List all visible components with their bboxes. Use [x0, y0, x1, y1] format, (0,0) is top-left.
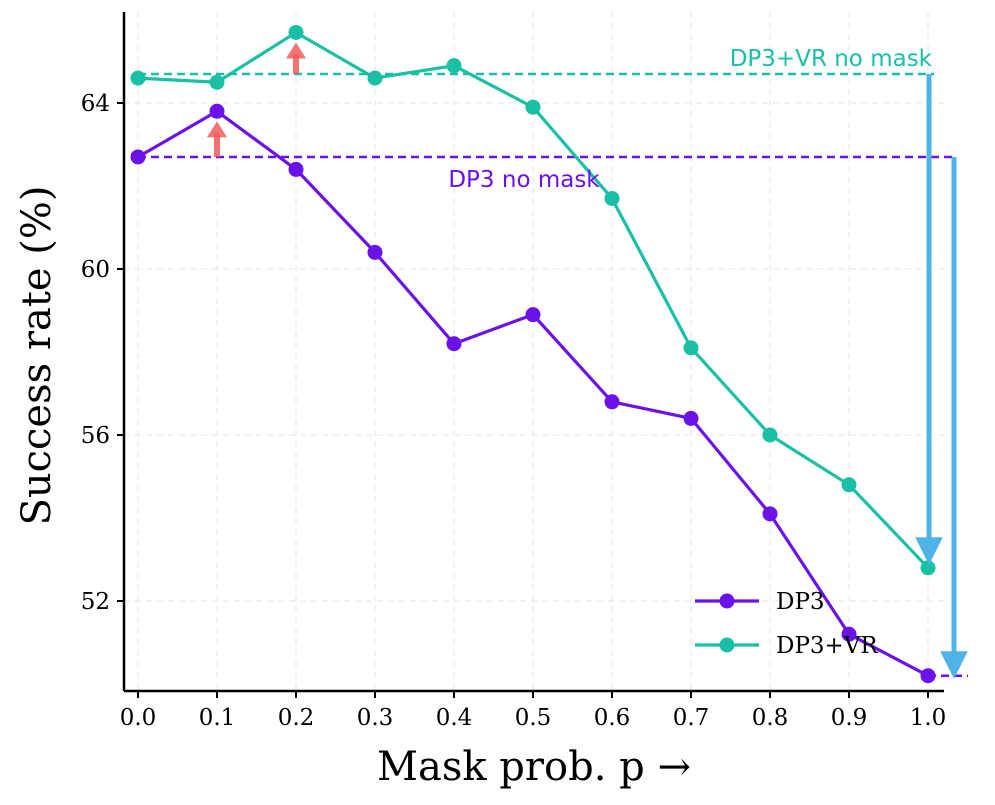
x-tick-label-5: 0.5	[515, 705, 552, 731]
y-axis-label: Success rate (%)	[14, 185, 60, 525]
legend-marker-dp3	[719, 593, 735, 609]
data-point-dp3-7	[683, 410, 699, 426]
data-point-dp3-vr-5	[525, 99, 541, 115]
data-point-dp3-vr-6	[604, 190, 620, 206]
x-tick-label-8: 0.8	[752, 705, 789, 731]
data-point-dp3-5	[525, 307, 541, 323]
data-point-dp3-2	[288, 161, 304, 177]
legend-marker-dp3-vr	[719, 637, 735, 653]
data-point-dp3-vr-4	[446, 58, 462, 74]
x-axis-label: Mask prob. p →	[377, 744, 691, 790]
data-point-dp3-9	[841, 626, 857, 642]
dp3-no-mask-label: DP3 no mask	[448, 167, 600, 193]
labels: 0.0 0.1 0.2 0.3 0.4 0.5 0.6 0.7 0.8 0.9 1.0 52 56 60 6…	[14, 46, 946, 790]
legend-label-dp3: DP3	[776, 589, 825, 615]
data-point-dp3-vr-8	[762, 427, 778, 443]
x-tick-label-4: 0.4	[436, 705, 473, 731]
data-point-dp3-0	[130, 149, 146, 165]
y-tick-label-2: 60	[81, 257, 110, 283]
y-tick-label-3: 64	[81, 91, 110, 117]
x-tick-label-10: 1.0	[910, 705, 947, 731]
data-point-dp3-vr-7	[683, 340, 699, 356]
data-point-dp3-4	[446, 336, 462, 352]
x-tick-label-7: 0.7	[673, 705, 710, 731]
annotation-arrows	[207, 42, 968, 679]
data-point-dp3-10	[920, 668, 936, 684]
x-tick-label-1: 0.1	[199, 705, 236, 731]
data-point-dp3-vr-0	[130, 70, 146, 86]
data-point-dp3-3	[367, 244, 383, 260]
data-point-dp3-vr-10	[920, 560, 936, 576]
x-tick-label-0: 0.0	[120, 705, 157, 731]
data-point-dp3-1	[209, 103, 225, 119]
data-point-dp3-vr-1	[209, 74, 225, 90]
y-tick-label-0: 52	[81, 589, 110, 615]
dp3-improvement-arrow-head	[207, 121, 227, 138]
data-point-dp3-8	[762, 506, 778, 522]
x-tick-label-3: 0.3	[357, 705, 394, 731]
grid	[124, 12, 944, 691]
dp3-drop-arrow-head	[940, 651, 968, 679]
data-point-dp3-vr-9	[841, 477, 857, 493]
axes	[117, 12, 944, 698]
x-tick-label-6: 0.6	[594, 705, 631, 731]
dp3vr-improvement-arrow-head	[286, 42, 306, 59]
series-layer	[130, 24, 936, 684]
data-point-dp3-6	[604, 394, 620, 410]
legend: DP3 DP3+VR	[695, 589, 878, 659]
dp3vr-drop-arrow-head	[915, 537, 943, 565]
y-tick-label-1: 56	[81, 423, 110, 449]
data-point-dp3-vr-2	[288, 24, 304, 40]
dp3vr-no-mask-label: DP3+VR no mask	[730, 46, 933, 72]
data-point-dp3-vr-3	[367, 70, 383, 86]
x-tick-label-2: 0.2	[278, 705, 315, 731]
x-tick-label-9: 0.9	[831, 705, 868, 731]
baselines	[138, 72, 968, 677]
legend-label-dp3-vr: DP3+VR	[776, 633, 878, 659]
